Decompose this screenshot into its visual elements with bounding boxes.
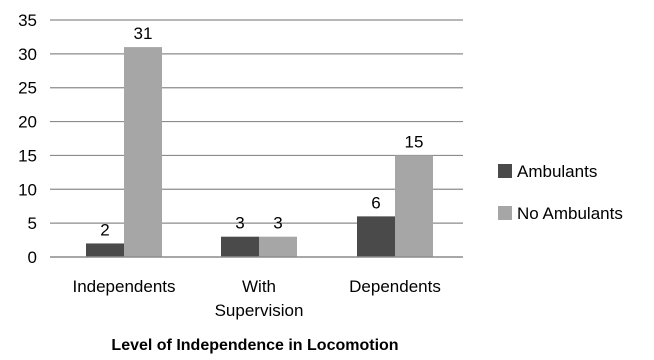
x-tick-label: Supervision	[215, 301, 304, 320]
legend-swatch	[498, 206, 512, 220]
y-tick-label: 20	[18, 113, 37, 132]
bar-no-ambulants	[395, 155, 433, 257]
bar-no-ambulants	[259, 236, 297, 257]
y-tick-label: 25	[18, 79, 37, 98]
legend-swatch	[498, 164, 512, 178]
y-tick-label: 0	[28, 248, 37, 267]
y-tick-label: 35	[18, 11, 37, 30]
bar-ambulants	[86, 243, 124, 257]
data-label: 2	[100, 220, 109, 239]
x-tick-label: Dependents	[349, 277, 441, 296]
y-tick-label: 15	[18, 146, 37, 165]
x-tick-label: Independents	[72, 277, 175, 296]
y-tick-label: 10	[18, 180, 37, 199]
data-label: 3	[273, 214, 282, 233]
x-tick-label: With	[242, 277, 276, 296]
bar-ambulants	[357, 216, 395, 257]
y-tick-label: 30	[18, 45, 37, 64]
bars	[86, 47, 433, 258]
bar-no-ambulants	[124, 47, 162, 258]
data-label: 15	[405, 132, 424, 151]
y-tick-label: 5	[28, 214, 37, 233]
gridlines	[50, 19, 463, 224]
legend-label: Ambulants	[517, 162, 597, 181]
data-label: 3	[235, 214, 244, 233]
data-labels: 2 3 6 31 3 15	[100, 24, 423, 239]
legend: Ambulants No Ambulants	[498, 162, 623, 223]
bar-ambulants	[221, 236, 259, 257]
data-label: 6	[371, 193, 380, 212]
y-axis-ticks: 0 5 10 15 20 25 30 35	[18, 11, 37, 267]
chart-title: Level of Independence in Locomotion	[111, 337, 398, 354]
category-labels: Independents With Supervision Dependents	[72, 277, 440, 320]
legend-label: No Ambulants	[517, 204, 623, 223]
data-label: 31	[134, 24, 153, 43]
